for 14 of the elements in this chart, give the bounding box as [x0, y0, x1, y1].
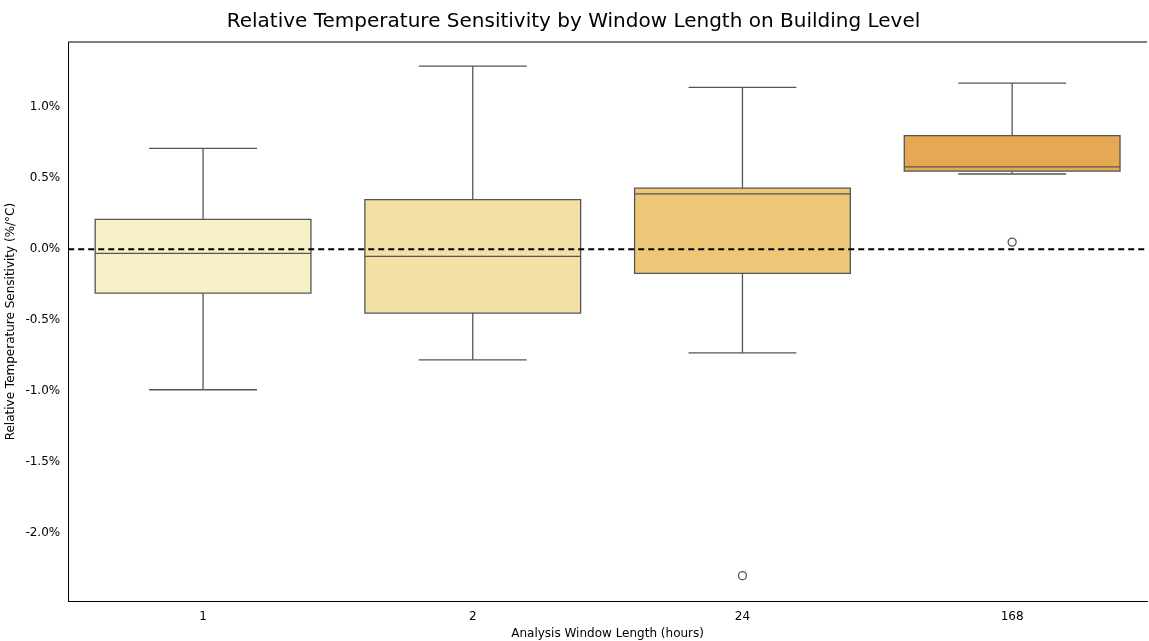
- y-tick-label: 0.0%: [29, 241, 61, 256]
- y-tick-label: -0.5%: [25, 312, 61, 327]
- x-tick-label: 168: [1000, 608, 1024, 623]
- y-axis-title: Relative Temperature Sensitivity (%/°C): [3, 202, 18, 441]
- y-tick-label: -1.5%: [25, 454, 61, 469]
- chart-title: Relative Temperature Sensitivity by Window Length on Building Level: [226, 8, 921, 33]
- y-tick-label: -1.0%: [25, 383, 61, 398]
- x-tick-label: 1: [199, 608, 207, 623]
- y-tick-label: 0.5%: [29, 170, 61, 185]
- y-tick-label: 1.0%: [29, 99, 61, 114]
- x-tick-label: 24: [734, 608, 751, 623]
- x-axis-title: Analysis Window Length (hours): [511, 625, 704, 640]
- x-tick-label: 2: [468, 608, 477, 623]
- y-tick-label: -2.0%: [25, 525, 61, 540]
